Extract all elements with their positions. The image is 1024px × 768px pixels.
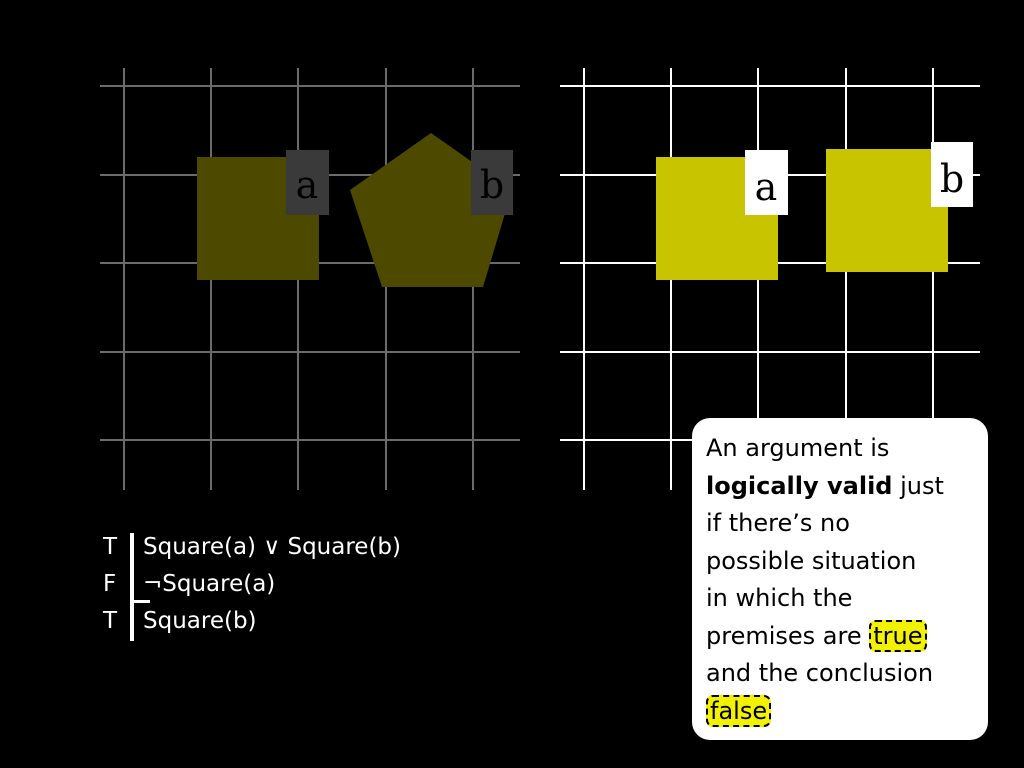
right-label-b-box: [931, 142, 973, 207]
fitch-conclusion-line: [130, 600, 150, 603]
note-line-1: An argument is: [706, 434, 890, 462]
note-line-3: if there’s no: [706, 509, 850, 537]
left-label-b-box: [471, 150, 513, 215]
right-label-a-box: [745, 150, 788, 215]
truth-value-premise: T: [103, 534, 118, 560]
note-line-5: in which the: [706, 584, 853, 612]
truth-value-negated-premise: F: [103, 571, 117, 597]
truth-value-conclusion: T: [103, 608, 118, 634]
left-label-a: a: [296, 163, 319, 207]
note-line-4: possible situation: [706, 546, 917, 575]
note-line-6: premises are true: [706, 618, 976, 656]
premise-formula-1: Square(a) ∨ Square(b): [143, 534, 401, 560]
premise-formula-2: ¬Square(a): [143, 571, 276, 597]
highlight-false: false: [706, 694, 772, 727]
conclusion-formula: Square(b): [143, 608, 257, 634]
note-line-8: false: [706, 693, 976, 731]
right-label-b: b: [940, 157, 964, 201]
fitch-bar: [130, 533, 134, 641]
right-label-a: a: [755, 165, 778, 209]
right-square-b: [826, 149, 948, 272]
note-bold-term: logically valid: [706, 471, 893, 500]
note-line-2: logically valid just: [706, 471, 944, 500]
note-line-7: and the conclusion: [706, 659, 934, 687]
argument-formulas: Square(a) ∨ Square(b) ¬Square(a) Square(…: [143, 529, 401, 640]
left-label-a-box: [286, 150, 329, 215]
highlight-true: true: [869, 619, 927, 652]
left-label-b: b: [480, 163, 504, 207]
validity-definition-note: An argument is logically valid just if t…: [692, 418, 988, 740]
truth-values: T F T: [103, 529, 117, 640]
